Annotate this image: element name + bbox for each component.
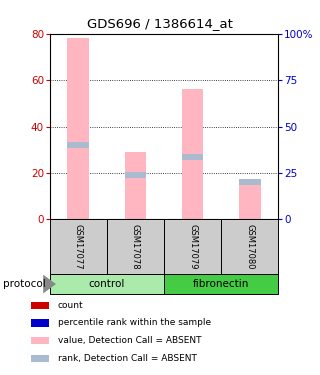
Bar (67, 142, 89, 148)
Text: fibronectin: fibronectin (193, 279, 249, 289)
Bar (31, 355, 49, 362)
Text: percentile rank within the sample: percentile rank within the sample (58, 318, 211, 327)
Text: GSM17078: GSM17078 (131, 224, 140, 269)
Bar (182, 90, 204, 219)
Bar (239, 182, 261, 219)
Bar (31, 302, 49, 309)
Text: rank, Detection Call = ABSENT: rank, Detection Call = ABSENT (58, 354, 197, 363)
Text: GDS696 / 1386614_at: GDS696 / 1386614_at (87, 17, 233, 30)
Polygon shape (43, 274, 56, 293)
Text: GSM17079: GSM17079 (188, 224, 197, 269)
Bar (124, 152, 146, 219)
Bar (107, 219, 164, 274)
Text: value, Detection Call = ABSENT: value, Detection Call = ABSENT (58, 336, 202, 345)
Bar (50, 219, 107, 274)
Bar (164, 219, 221, 274)
Bar (164, 274, 278, 294)
Bar (31, 337, 49, 344)
Bar (67, 38, 89, 219)
Bar (221, 219, 278, 274)
Bar (124, 172, 146, 178)
Bar (182, 154, 204, 160)
Text: protocol: protocol (3, 279, 46, 289)
Text: GSM17077: GSM17077 (74, 224, 83, 269)
Bar (50, 274, 164, 294)
Text: control: control (89, 279, 125, 289)
Text: count: count (58, 301, 84, 310)
Text: GSM17080: GSM17080 (245, 224, 254, 269)
Bar (239, 179, 261, 185)
Bar (31, 320, 49, 327)
